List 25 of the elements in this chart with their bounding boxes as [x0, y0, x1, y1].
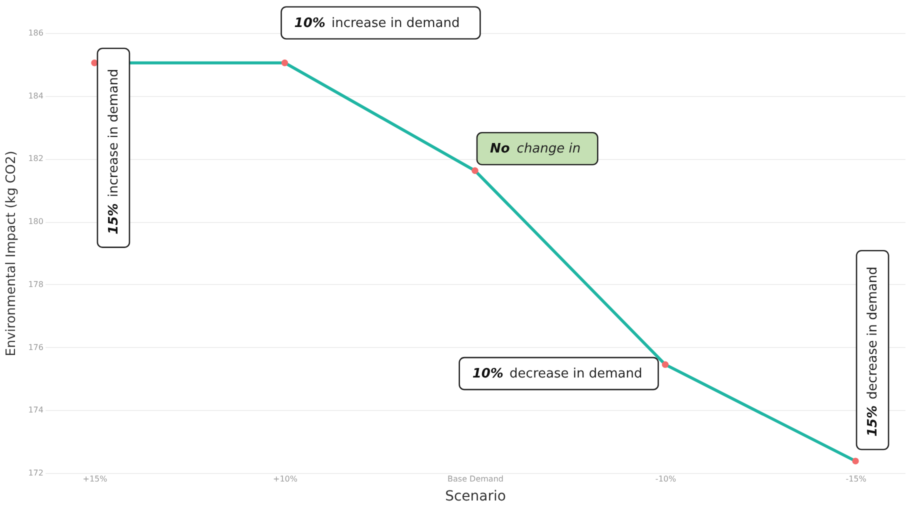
- y-tick-label: 186: [28, 28, 44, 38]
- point: [91, 60, 98, 66]
- x-tick-label: -15%: [846, 474, 867, 484]
- x-tick-label: -10%: [655, 474, 676, 484]
- point: [472, 167, 478, 174]
- y-tick-label: 172: [28, 468, 44, 478]
- annotation: 15% decrease in demand: [866, 266, 881, 437]
- x-tick-label: +15%: [82, 474, 108, 484]
- x-tick-label: +10%: [272, 474, 298, 484]
- x-axis-title: Scenario: [445, 488, 506, 504]
- point: [662, 361, 669, 368]
- annotation: No change in: [490, 142, 581, 157]
- y-tick-label: 178: [28, 280, 44, 289]
- y-tick-label: 184: [28, 91, 44, 100]
- x-tick-label: Base Demand: [448, 474, 504, 484]
- point: [852, 458, 859, 464]
- annotation: 15% increase in demand: [106, 68, 122, 234]
- y-axis-title: Environmental Impact (kg CO2): [4, 150, 20, 356]
- y-tick-label: 174: [28, 406, 44, 415]
- y-tick-label: 180: [28, 217, 44, 226]
- y-tick-label: 176: [28, 342, 44, 352]
- y-tick-label: 182: [28, 154, 44, 164]
- annotation: 10% decrease in demand: [472, 366, 642, 382]
- annotation: 10% increase in demand: [294, 16, 460, 31]
- point: [281, 60, 288, 66]
